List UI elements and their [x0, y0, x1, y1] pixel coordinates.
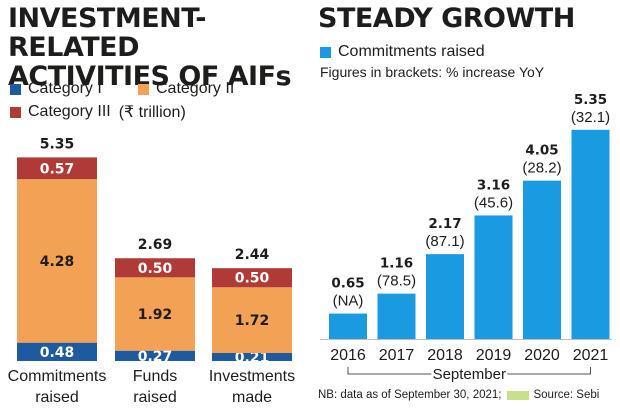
yoy-note: Figures in brackets: % increase YoY — [320, 64, 545, 80]
value-label: 2.17 — [428, 216, 461, 232]
year-tick-label: 2020 — [524, 347, 560, 364]
left-title-line2: ACTIVITIES OF AIFs — [8, 61, 292, 92]
category-label: raised — [133, 389, 177, 406]
value-label: 4.05 — [525, 143, 558, 159]
year-tick-label: 2017 — [379, 347, 415, 364]
stacked-bar-segment — [212, 287, 292, 353]
segment-label: 1.72 — [235, 313, 270, 329]
segment-label: 1.92 — [138, 307, 173, 323]
stacked-bar-segment — [115, 277, 195, 351]
value-label: 0.65 — [331, 276, 364, 292]
stacked-bar-segment — [115, 350, 195, 361]
legend-commitments: Commitments raised — [320, 43, 485, 61]
footer-note: NB: data as of September 30, 2021; — [318, 389, 502, 401]
total-label: 5.35 — [40, 136, 75, 152]
growth-bar — [571, 129, 610, 339]
value-label: 3.16 — [477, 177, 510, 193]
growth-bar — [426, 254, 464, 339]
category-label: raised — [35, 389, 79, 406]
category-label: Commitments — [8, 368, 107, 385]
left-chart-title: INVESTMENT-RELATED ACTIVITIES OF AIFs — [8, 4, 313, 91]
total-label: 2.69 — [138, 237, 173, 253]
segment-label: 0.48 — [40, 345, 75, 361]
category-label: Funds — [133, 368, 177, 385]
growth-bar — [329, 313, 367, 339]
right-chart-title: STEADY GROWTH — [318, 3, 575, 34]
category-label: made — [232, 389, 272, 406]
yoy-label: (28.2) — [522, 160, 561, 177]
segment-label: 0.21 — [235, 350, 270, 366]
year-tick-label: 2016 — [330, 347, 366, 364]
legend-swatch-cat3 — [10, 106, 21, 118]
segment-label: 0.50 — [235, 271, 270, 287]
stacked-bar-segment — [212, 268, 292, 288]
legend-category-3: Category III (₹ trillion) — [10, 102, 186, 122]
legend-category-1: Category I — [10, 80, 102, 98]
footer: NB: data as of September 30, 2021; Sourc… — [318, 389, 599, 401]
yoy-label: (87.1) — [425, 233, 464, 250]
yoy-label: (45.6) — [474, 194, 513, 211]
year-tick-label: 2021 — [573, 347, 609, 364]
legend-swatch-growth — [320, 46, 331, 58]
source-label: Source: Sebi — [533, 389, 600, 401]
stacked-bar-segment — [17, 342, 97, 361]
x-axis-label: September — [433, 366, 506, 383]
stacked-bar-segment — [17, 179, 97, 343]
yoy-label: (NA) — [333, 293, 364, 310]
growth-bar — [474, 215, 513, 339]
legend-unit: (₹ trillion) — [118, 104, 186, 121]
legend-label-growth: Commitments raised — [338, 43, 485, 60]
yoy-label: (32.1) — [571, 109, 610, 126]
segment-label: 0.50 — [138, 261, 173, 277]
source-swatch — [507, 390, 530, 400]
category-label: Investments — [209, 368, 295, 385]
legend-swatch-cat1 — [10, 83, 21, 95]
year-tick-label: 2019 — [476, 347, 512, 364]
growth-bar — [377, 293, 416, 339]
legend-category-2: Category II — [138, 80, 234, 98]
growth-bar — [523, 180, 561, 339]
stacked-bar-segment — [212, 352, 292, 361]
legend-swatch-cat2 — [138, 83, 149, 95]
legend-label-cat1: Category I — [28, 80, 102, 97]
legend-label-cat3: Category III — [28, 103, 111, 120]
year-tick-label: 2018 — [427, 347, 463, 364]
value-label: 1.16 — [380, 256, 413, 272]
bracket-label-bg — [431, 366, 508, 382]
stacked-bar-segment — [17, 157, 97, 180]
legend-label-cat2: Category II — [156, 80, 235, 97]
stacked-bar-segment — [115, 258, 195, 278]
segment-label: 0.27 — [138, 349, 173, 365]
yoy-label: (78.5) — [377, 273, 416, 290]
segment-label: 0.57 — [40, 161, 75, 177]
total-label: 2.44 — [235, 247, 270, 263]
left-title-line1: INVESTMENT-RELATED — [8, 3, 206, 63]
segment-label: 4.28 — [40, 254, 75, 270]
value-label: 5.35 — [574, 92, 607, 108]
